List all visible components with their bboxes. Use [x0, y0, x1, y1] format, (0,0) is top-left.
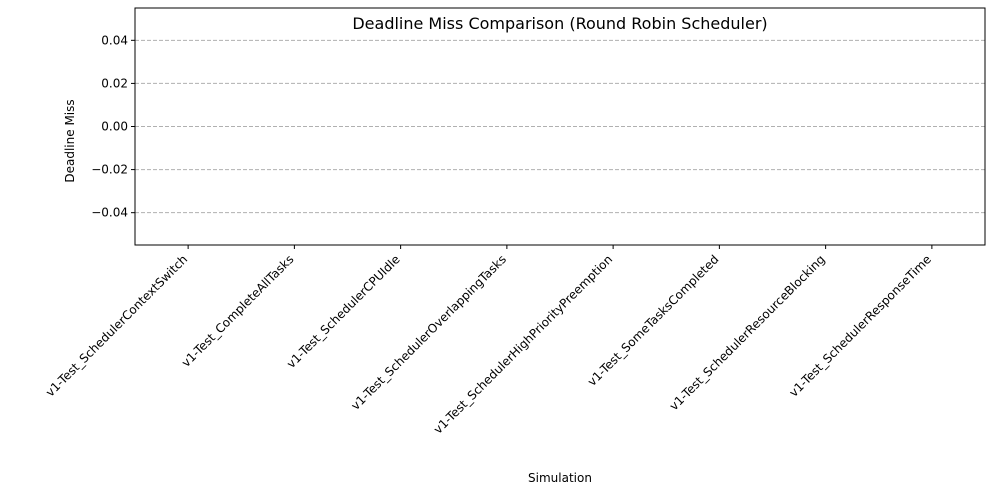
grid [135, 39, 985, 214]
x-tick-label: v1-Test_CompleteAllTasks [179, 252, 297, 370]
x-axis: v1-Test_SchedulerContextSwitchv1-Test_Co… [43, 245, 934, 437]
x-tick-label: v1-Test_SchedulerHighPriorityPreemption [431, 252, 615, 436]
x-tick-label: v1-Test_SchedulerContextSwitch [43, 252, 190, 399]
y-axis: −0.04 −0.02 0.00 0.02 0.04 [91, 33, 135, 220]
x-axis-label: Simulation [528, 471, 592, 485]
y-tick-label: −0.04 [91, 206, 128, 220]
y-tick-label: 0.04 [101, 33, 128, 47]
y-axis-label: Deadline Miss [63, 99, 77, 182]
y-tick-label: 0.00 [101, 120, 128, 134]
plot-area: −0.04 −0.02 0.00 0.02 0.04 v1-Test_Scheduler… [43, 7, 986, 437]
y-tick-label: 0.02 [101, 76, 128, 90]
x-tick-label: v1-Test_SchedulerCPUIdle [284, 252, 403, 371]
chart-title: Deadline Miss Comparison (Round Robin Sc… [352, 14, 767, 33]
y-tick-label: −0.02 [91, 163, 128, 177]
